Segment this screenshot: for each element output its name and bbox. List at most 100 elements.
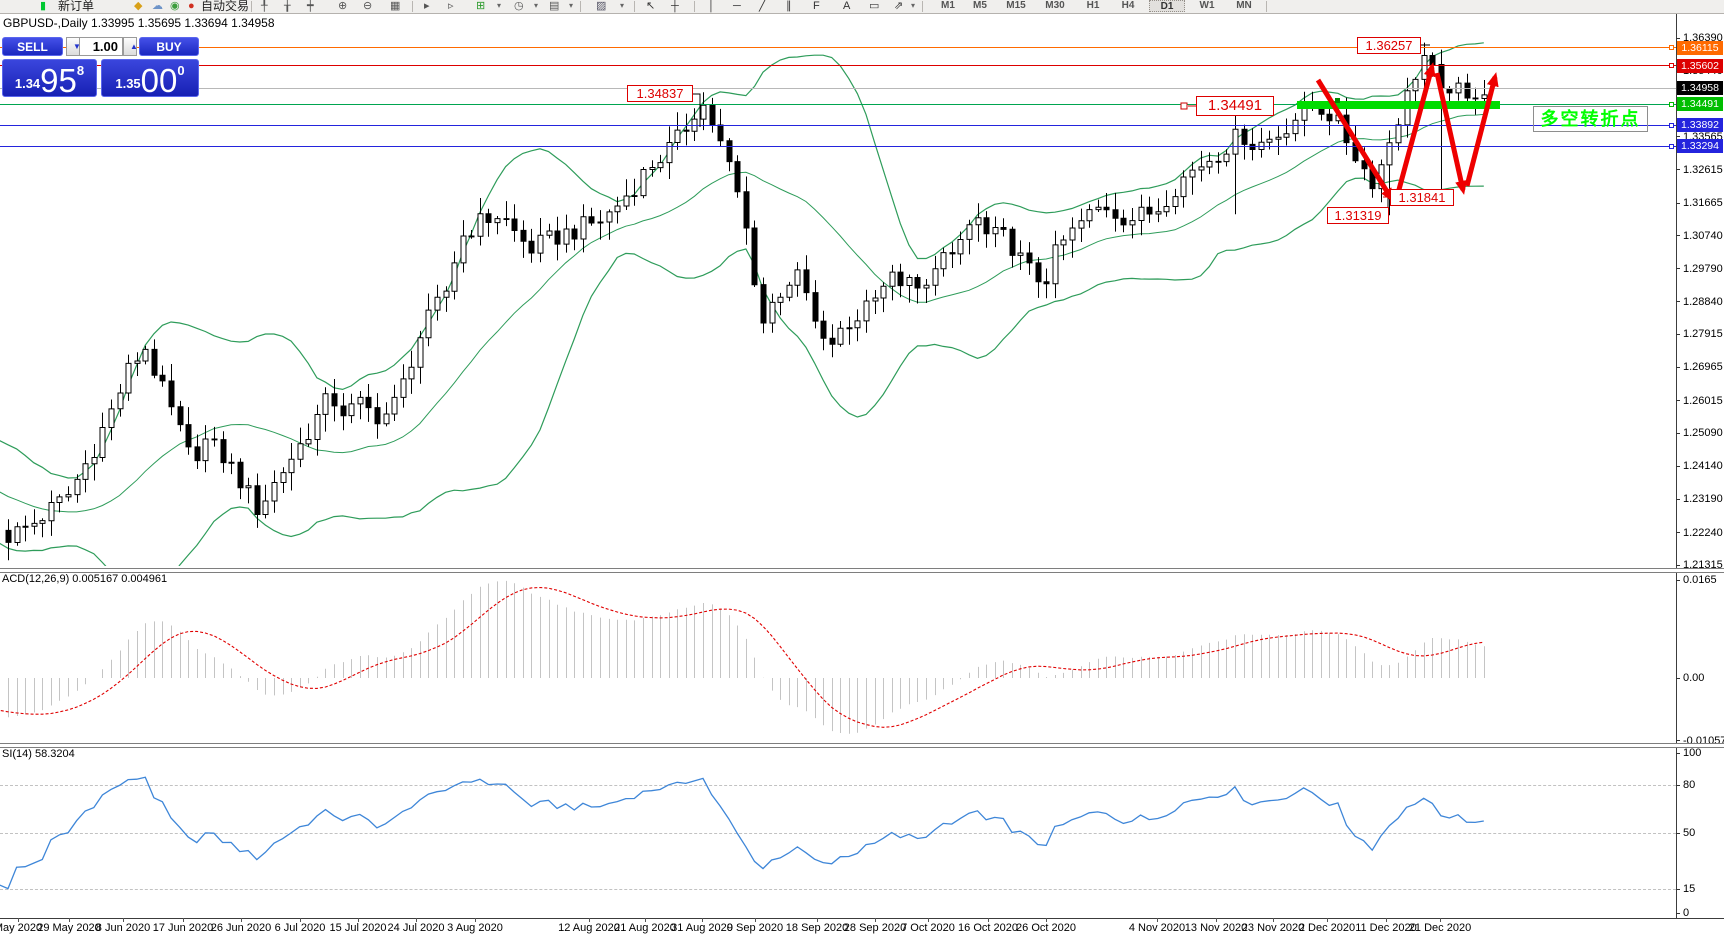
- crosshair-icon[interactable]: ┼: [671, 0, 679, 12]
- hline-1.34491[interactable]: [0, 104, 1676, 105]
- indicator-add-icon[interactable]: ╀: [261, 0, 268, 12]
- price-badge-1.36115: 1.36115: [1677, 40, 1723, 55]
- trend-text-label[interactable]: 多空转折点: [1533, 106, 1648, 132]
- price-badge-1.35602: 1.35602: [1677, 58, 1723, 73]
- period-icon[interactable]: ◷: [514, 0, 524, 12]
- hline-1.36115[interactable]: [0, 47, 1676, 48]
- support-band-object[interactable]: [1297, 101, 1500, 109]
- fibonacci-icon[interactable]: F: [813, 0, 820, 12]
- hline-1.33892[interactable]: [0, 125, 1676, 126]
- timeframe-button-M15[interactable]: M15: [1006, 0, 1026, 11]
- macd-label: ACD(12,26,9) 0.005167 0.004961: [2, 573, 168, 585]
- sell-button[interactable]: SELL: [2, 37, 63, 56]
- buy-button[interactable]: BUY: [139, 37, 199, 56]
- main-pane: [0, 42, 1488, 566]
- objects-list-icon[interactable]: ┿: [307, 0, 314, 12]
- sell-price-button[interactable]: 1.34 95 8: [2, 59, 97, 97]
- price-tick-mark: [1676, 268, 1680, 269]
- date-tick: [69, 918, 70, 922]
- price-badge-1.33892: 1.33892: [1677, 118, 1723, 133]
- rsi-pane: [0, 776, 1484, 890]
- autotrade-button[interactable]: 自动交易: [201, 0, 250, 13]
- toolbar-separator: [922, 1, 923, 12]
- line-end-marker: [1669, 101, 1674, 107]
- indicator-remove-icon[interactable]: ╁: [284, 0, 291, 12]
- period-caret[interactable]: ▾: [534, 1, 539, 10]
- tile-windows-icon[interactable]: ▦: [390, 0, 401, 12]
- price-tick-mark: [1676, 466, 1680, 467]
- timeframe-button-MN[interactable]: MN: [1236, 0, 1252, 11]
- price-tick-mark: [1676, 38, 1680, 39]
- price-annotation-1.36257[interactable]: 1.36257: [1357, 37, 1421, 54]
- cloud-icon[interactable]: ☁: [152, 0, 163, 12]
- date-tick: [1157, 918, 1158, 922]
- band-handle[interactable]: [1335, 98, 1340, 103]
- date-tick: [300, 918, 301, 922]
- price-tick-label: 1.25090: [1683, 427, 1723, 440]
- new-chart-icon[interactable]: ⊞: [476, 0, 486, 12]
- price-tick-mark: [1676, 136, 1680, 137]
- time-axis-line: [0, 918, 1724, 919]
- macd-pane-separator[interactable]: [0, 568, 1724, 573]
- volume-input[interactable]: 1.00: [79, 37, 123, 56]
- timeframe-button-H1[interactable]: H1: [1086, 0, 1100, 11]
- zoom-out-icon[interactable]: ⊖: [363, 0, 373, 12]
- new-order-button[interactable]: 新订单: [58, 0, 95, 13]
- autotrade-icon[interactable]: ●: [188, 0, 195, 12]
- candlestick-chart[interactable]: [0, 0, 1676, 939]
- rsi-pane-separator[interactable]: [0, 743, 1724, 748]
- timeframe-button-M30[interactable]: M30: [1045, 0, 1065, 11]
- date-tick: [241, 918, 242, 922]
- hline-1.35602[interactable]: [0, 65, 1676, 66]
- zoom-in-icon[interactable]: ⊕: [338, 0, 348, 12]
- price-tick-mark: [1676, 367, 1680, 368]
- signal-icon[interactable]: ◉: [170, 0, 180, 12]
- date-label: 11 Dec 2020: [1355, 922, 1417, 934]
- volume-down-button[interactable]: ▼: [66, 37, 81, 56]
- timeframe-button-H4[interactable]: H4: [1121, 0, 1135, 11]
- text-icon[interactable]: A: [843, 0, 851, 12]
- price-annotation-1.31841[interactable]: 1.31841: [1390, 189, 1454, 206]
- buy-price-pip: 0: [177, 63, 185, 78]
- hline-1.33294[interactable]: [0, 146, 1676, 147]
- snapshot-icon[interactable]: ▤: [549, 0, 560, 12]
- snapshot-caret[interactable]: ▾: [569, 1, 574, 10]
- favorites-icon[interactable]: ▮: [40, 0, 47, 12]
- date-tick: [416, 918, 417, 922]
- cursor-icon[interactable]: ↖: [646, 0, 656, 12]
- chart-type-caret[interactable]: ▾: [620, 1, 625, 10]
- price-annotation-1.34491[interactable]: 1.34491: [1196, 96, 1274, 116]
- volume-up-button[interactable]: ▲: [123, 37, 138, 56]
- trendline-icon[interactable]: ╱: [759, 0, 766, 12]
- date-label: 3 Aug 2020: [447, 922, 503, 934]
- date-tick: [1440, 918, 1441, 922]
- gold-icon[interactable]: ◆: [134, 0, 143, 12]
- price-annotation-1.34837[interactable]: 1.34837: [627, 85, 693, 102]
- timeframe-button-D1[interactable]: D1: [1149, 0, 1185, 12]
- price-annotation-1.31319[interactable]: 1.31319: [1327, 207, 1389, 224]
- chart-type-icon[interactable]: ▨: [596, 0, 607, 12]
- date-tick: [1327, 918, 1328, 922]
- date-tick: [123, 918, 124, 922]
- buy-price-button[interactable]: 1.35 00 0: [101, 59, 199, 97]
- date-tick: [18, 918, 19, 922]
- price-badge-1.34491: 1.34491: [1677, 97, 1723, 112]
- equidistant-channel-icon[interactable]: ∥: [786, 0, 792, 12]
- arrows-caret[interactable]: ▾: [911, 1, 916, 10]
- timeframe-button-W1[interactable]: W1: [1199, 0, 1215, 11]
- auto-scroll-icon[interactable]: ▸: [424, 0, 430, 12]
- rsi-tick-label: 100: [1683, 747, 1702, 759]
- label-icon[interactable]: ▭: [869, 0, 880, 12]
- vertical-line-icon[interactable]: │: [708, 0, 715, 12]
- macd-tick-mark: [1676, 740, 1680, 741]
- horizontal-line-icon[interactable]: ─: [733, 0, 741, 12]
- date-tick: [817, 918, 818, 922]
- arrows-icon[interactable]: ⇗: [894, 0, 904, 12]
- buy-price-prefix: 1.35: [115, 76, 141, 91]
- chart-shift-icon[interactable]: ▹: [448, 0, 454, 12]
- new-chart-caret[interactable]: ▾: [497, 1, 502, 10]
- timeframe-button-M1[interactable]: M1: [941, 0, 955, 11]
- timeframe-button-M5[interactable]: M5: [973, 0, 987, 11]
- price-tick-label: 1.30740: [1683, 229, 1723, 242]
- hline-1.34958[interactable]: [0, 88, 1676, 89]
